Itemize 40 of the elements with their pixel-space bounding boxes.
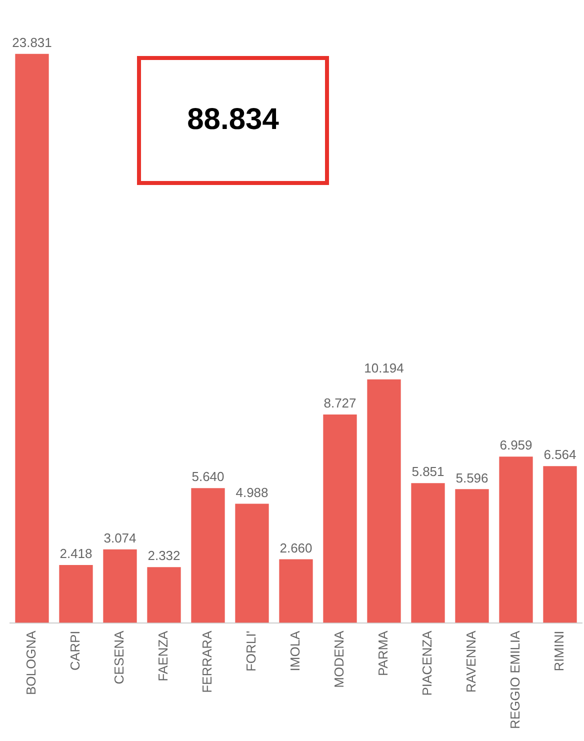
bar — [367, 379, 401, 623]
bar — [15, 54, 49, 623]
x-tick-label: FAENZA — [156, 630, 171, 682]
x-tick-label: REGGIO EMILIA — [508, 630, 523, 730]
data-label: 6.959 — [500, 438, 532, 453]
x-tick-label: IMOLA — [288, 630, 303, 672]
annotation: 88.834 — [187, 102, 280, 136]
data-label: 3.074 — [104, 530, 136, 546]
data-label: 5.851 — [412, 464, 444, 480]
bar — [191, 488, 225, 623]
data-label: 2.418 — [60, 546, 92, 562]
bar — [543, 466, 577, 623]
data-label: 2.332 — [148, 548, 180, 564]
bar — [59, 565, 93, 623]
bar — [455, 489, 489, 623]
x-tick-label: BOLOGNA — [24, 630, 39, 696]
bar — [279, 559, 313, 623]
x-tick-label: CARPI — [68, 630, 83, 670]
x-tick-label: PIACENZA — [420, 630, 435, 696]
data-label: 5.596 — [456, 470, 488, 486]
data-label: 10.194 — [364, 360, 404, 376]
bar — [235, 504, 269, 623]
x-tick-label: RAVENNA — [464, 630, 479, 693]
data-label: 4.988 — [236, 484, 268, 500]
data-label: 2.660 — [280, 540, 312, 556]
x-tick-label: CESENA — [112, 630, 127, 684]
x-tick-label: MODENA — [332, 630, 347, 688]
data-label: 6.564 — [544, 447, 576, 462]
data-label: 8.727 — [324, 396, 356, 411]
bar — [411, 483, 445, 623]
bar — [499, 456, 533, 623]
x-tick-label: FERRARA — [200, 630, 215, 693]
x-tick-label: FORLI' — [244, 630, 259, 672]
data-label: 23.831 — [12, 34, 52, 50]
bar — [323, 414, 357, 623]
x-tick-label: PARMA — [376, 630, 391, 676]
bar — [103, 549, 137, 623]
bar — [147, 567, 181, 623]
x-tick-label: RIMINI — [552, 630, 567, 672]
data-label: 5.640 — [192, 469, 224, 484]
